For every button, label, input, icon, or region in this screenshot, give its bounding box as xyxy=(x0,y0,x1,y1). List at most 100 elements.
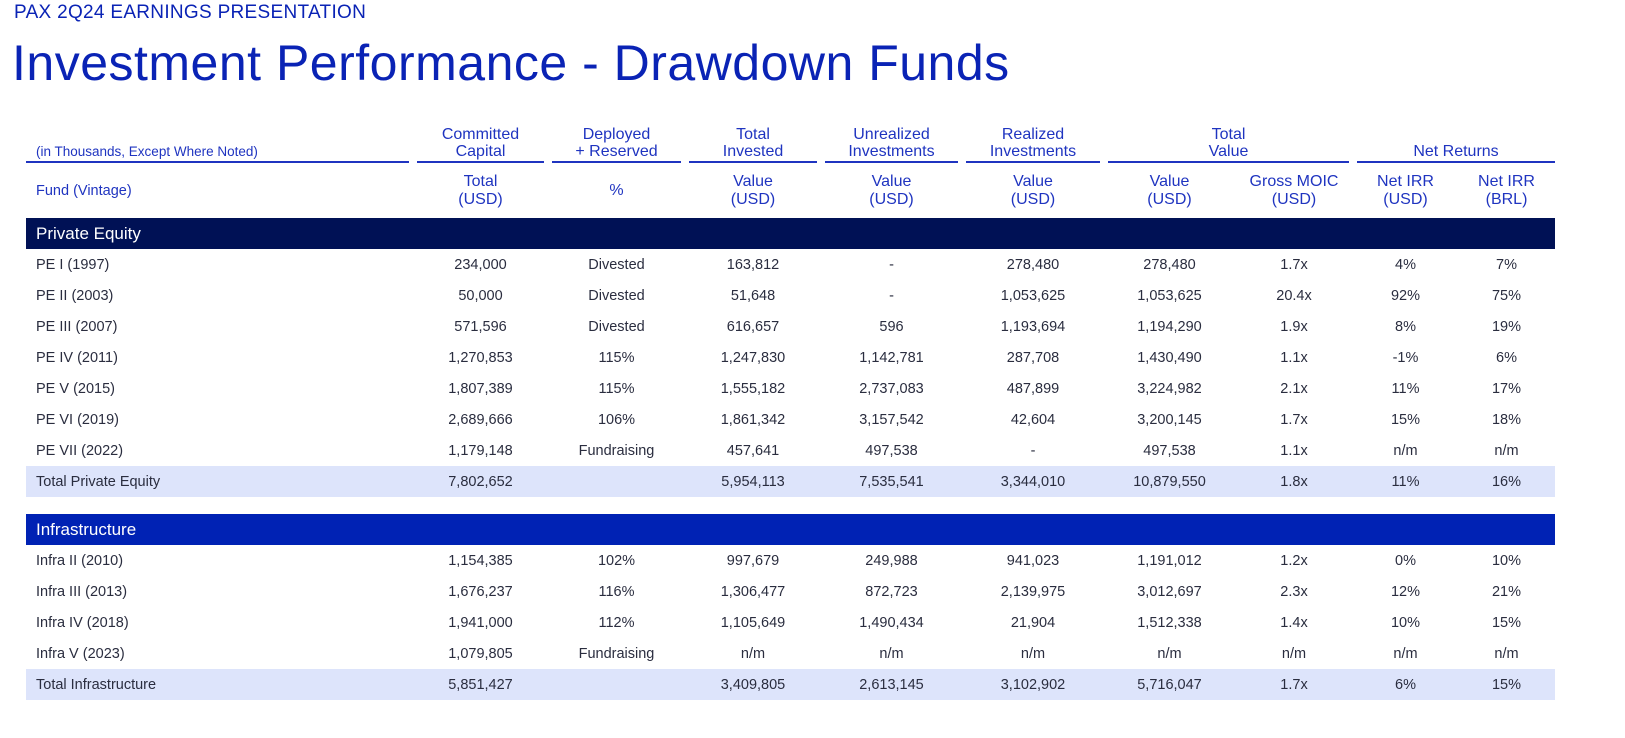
table-cell: n/m xyxy=(740,645,766,662)
table-cell: 287,708 xyxy=(1006,349,1060,366)
table-cell: n/m xyxy=(1157,645,1182,662)
table-cell: 15% xyxy=(1491,614,1522,631)
fund-name: PE IV (2011) xyxy=(36,349,118,366)
total-cell: 5,851,427 xyxy=(448,676,513,693)
table-cell: n/m xyxy=(1393,442,1418,459)
table-cell: 457,641 xyxy=(726,442,780,459)
table-cell: - xyxy=(889,256,894,273)
fund-name: Infra V (2023) xyxy=(36,645,125,662)
table-cell: 115% xyxy=(598,380,635,397)
table-cell: 234,000 xyxy=(454,256,507,273)
table-cell: 1.4x xyxy=(1280,614,1308,631)
fund-name: PE II (2003) xyxy=(36,287,114,304)
table-cell: 8% xyxy=(1395,318,1416,335)
table-cell: 10% xyxy=(1491,552,1522,569)
total-cell: 7,535,541 xyxy=(859,473,924,490)
section-header: Infrastructure xyxy=(26,514,1555,545)
table-cell: 21% xyxy=(1491,583,1522,600)
table-cell: Fundraising xyxy=(578,442,655,459)
table-cell: 18% xyxy=(1491,411,1522,428)
table-row: PE IV (2011) 1,270,853 115% 1,247,830 1,142,… xyxy=(26,342,1555,373)
table-cell: 1.2x xyxy=(1280,552,1308,569)
table-cell: 50,000 xyxy=(458,287,503,304)
group-header: Deployed + Reserved xyxy=(552,126,681,163)
table-cell: 1.9x xyxy=(1280,318,1308,335)
table-cell: 596 xyxy=(879,318,904,335)
table-cell: 102% xyxy=(597,552,636,569)
column-header-row: Fund (Vintage) Total (USD)% Value (USD) Val… xyxy=(26,163,1555,218)
table-cell: 12% xyxy=(1390,583,1421,600)
fund-name: PE VI (2019) xyxy=(36,411,120,428)
column-header: Value (USD) xyxy=(1010,172,1056,208)
total-cell: 3,344,010 xyxy=(1000,473,1066,490)
table-cell: 3,012,697 xyxy=(1137,583,1202,600)
column-header: Total (USD) xyxy=(458,172,503,208)
table-cell: 42,604 xyxy=(1010,411,1056,428)
column-header: Value (USD) xyxy=(730,172,776,208)
column-header: Value (USD) xyxy=(869,172,914,208)
group-header: Realized Investments xyxy=(966,126,1100,163)
table-cell: 75% xyxy=(1491,287,1522,304)
table-cell: 0% xyxy=(1395,552,1416,569)
table-cell: 487,899 xyxy=(1006,380,1060,397)
table-cell: 2,139,975 xyxy=(1000,583,1066,600)
table-cell: 1,555,182 xyxy=(720,380,786,397)
table-cell: 1,430,490 xyxy=(1137,349,1202,366)
table-cell: 92% xyxy=(1390,287,1421,304)
total-cell: 5,716,047 xyxy=(1137,676,1202,693)
table-cell: 1,512,338 xyxy=(1137,614,1202,631)
table-cell: 1,247,830 xyxy=(720,349,786,366)
table-cell: 1.7x xyxy=(1280,411,1308,428)
table-cell: 1,191,012 xyxy=(1137,552,1202,569)
table-cell: 1,194,290 xyxy=(1137,318,1202,335)
table-cell: n/m xyxy=(1020,645,1046,662)
group-header: Total Value xyxy=(1108,126,1349,163)
table-cell: 1,807,389 xyxy=(448,380,513,397)
table-cell: 278,480 xyxy=(1006,256,1060,273)
table-cell: 1,676,237 xyxy=(448,583,513,600)
table-cell: 1,154,385 xyxy=(448,552,513,569)
table-cell: 115% xyxy=(598,349,635,366)
table-cell: 10% xyxy=(1390,614,1421,631)
table-cell: 1,490,434 xyxy=(859,614,924,631)
table-cell: 278,480 xyxy=(1143,256,1196,273)
fund-name: Infra IV (2018) xyxy=(36,614,129,631)
table-cell: - xyxy=(889,287,894,304)
table-cell: 2.3x xyxy=(1280,583,1308,600)
presentation-kicker: PAX 2Q24 EARNINGS PRESENTATION xyxy=(14,2,367,23)
table-cell: 997,679 xyxy=(726,552,780,569)
table-row: Infra III (2013) 1,676,237 116% 1,306,477 87… xyxy=(26,576,1555,607)
table-cell: Divested xyxy=(588,256,645,273)
fund-name: PE VII (2022) xyxy=(36,442,124,459)
table-cell: 1,941,000 xyxy=(448,614,513,631)
table-row: PE VI (2019) 2,689,666 106% 1,861,342 3,157,… xyxy=(26,404,1555,435)
table-cell: 11% xyxy=(1391,380,1420,397)
column-header: Value (USD) xyxy=(1147,172,1192,208)
table-cell: 2,689,666 xyxy=(448,411,513,428)
group-header: Unrealized Investments xyxy=(825,126,958,163)
column-header: Gross MOIC (USD) xyxy=(1249,172,1339,208)
total-cell: 1.8x xyxy=(1280,473,1308,490)
column-header: Net IRR (USD) xyxy=(1377,172,1434,208)
table-cell: 1.1x xyxy=(1280,349,1308,366)
table-row: Infra IV (2018) 1,941,000 112% 1,105,649 1,4… xyxy=(26,607,1555,638)
total-cell: 2,613,145 xyxy=(859,676,924,693)
table-cell: 1,270,853 xyxy=(448,349,513,366)
table-cell: n/m xyxy=(1494,645,1519,662)
table-row: PE I (1997) 234,000 Divested 163,812 - 278,48… xyxy=(26,249,1555,280)
table-row: PE VII (2022) 1,179,148 Fundraising 457,641… xyxy=(26,435,1555,466)
table-row: Infra II (2010) 1,154,385 102% 997,679 249,9… xyxy=(26,545,1555,576)
table-cell: 20.4x xyxy=(1276,287,1312,304)
total-row: Total Infrastructure 5,851,427 3,409,805 2,… xyxy=(26,669,1555,700)
fund-name: Infra III (2013) xyxy=(36,583,128,600)
group-header-row: (in Thousands, Except Where Noted) Commit… xyxy=(26,112,1555,163)
table-cell: 116% xyxy=(598,583,635,600)
table-row: PE III (2007) 571,596 Divested 616,657 596 1,… xyxy=(26,311,1555,342)
table-cell: n/m xyxy=(1281,645,1307,662)
total-cell: 15% xyxy=(1491,676,1522,693)
table-cell: 3,200,145 xyxy=(1137,411,1202,428)
total-cell: 7,802,652 xyxy=(448,473,513,490)
table-cell: 1.7x xyxy=(1280,256,1308,273)
group-header: Total Invested xyxy=(689,126,817,163)
total-cell: 6% xyxy=(1395,676,1416,693)
